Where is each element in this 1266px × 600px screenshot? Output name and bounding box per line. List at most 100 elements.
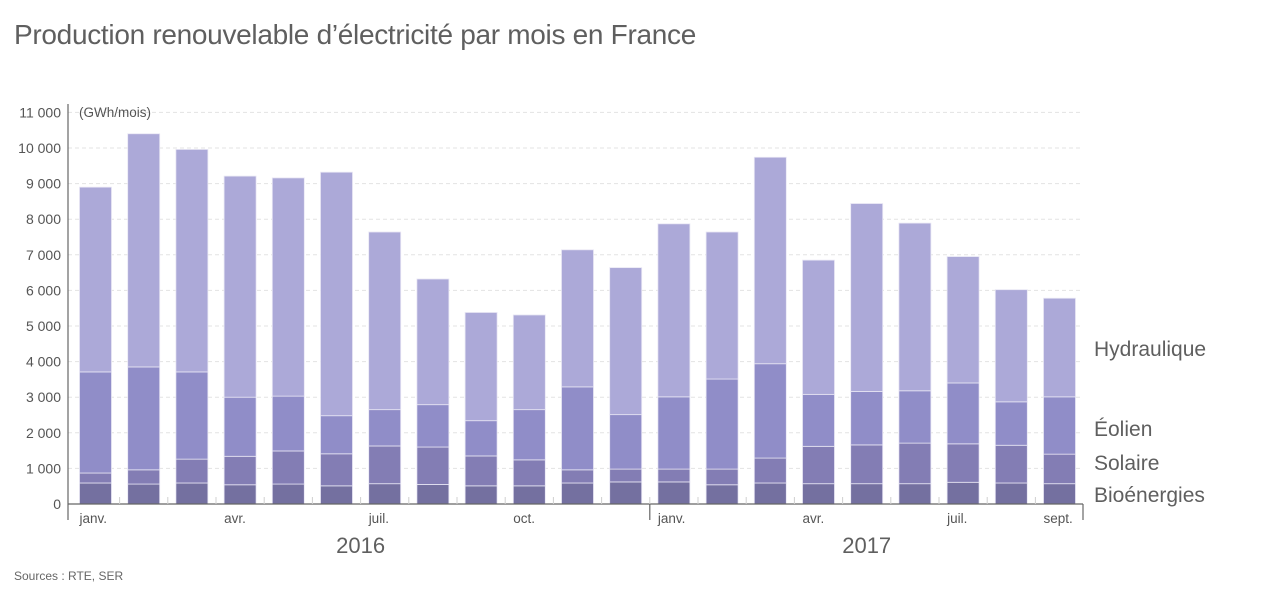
bar-hydraulique bbox=[79, 186, 112, 373]
bar-eolien bbox=[1043, 396, 1076, 455]
bar-solaire bbox=[753, 457, 787, 484]
bar-eolien bbox=[223, 396, 257, 457]
bar-solaire bbox=[850, 444, 884, 485]
bar-bioenergies bbox=[223, 484, 257, 505]
bar-solaire bbox=[127, 469, 161, 485]
legend: Hydraulique Éolien Solaire Bioénergies bbox=[1094, 338, 1206, 507]
bar-bioenergies bbox=[271, 483, 305, 505]
x-tick-label: avr. bbox=[803, 511, 825, 526]
y-tick-label: 8 000 bbox=[26, 211, 61, 227]
bar-stack bbox=[416, 278, 450, 505]
bar-stack bbox=[657, 223, 691, 505]
bar-solaire bbox=[464, 455, 498, 487]
y-tick-label: 6 000 bbox=[26, 282, 61, 298]
bar-hydraulique bbox=[368, 231, 402, 411]
bar-bioenergies bbox=[464, 485, 498, 505]
bar-solaire bbox=[175, 458, 209, 484]
bar-hydraulique bbox=[898, 222, 932, 392]
bar-stack bbox=[223, 175, 257, 505]
bar-eolien bbox=[994, 401, 1028, 446]
bar-hydraulique bbox=[609, 267, 643, 416]
bar-bioenergies bbox=[1043, 483, 1076, 505]
year-label: 2017 bbox=[842, 533, 891, 558]
bar-bioenergies bbox=[561, 482, 594, 505]
x-tick-label: janv. bbox=[79, 511, 108, 526]
bar-eolien bbox=[79, 371, 112, 474]
bar-hydraulique bbox=[946, 256, 980, 384]
y-tick-label: 11 000 bbox=[19, 104, 61, 120]
bar-solaire bbox=[368, 445, 402, 485]
y-tick-label: 1 000 bbox=[26, 460, 61, 476]
bar-eolien bbox=[753, 363, 787, 459]
bar-hydraulique bbox=[464, 312, 498, 422]
x-tick-labels: janv. avr. juil. oct. janv. avr. juil. sept. bbox=[79, 511, 1073, 526]
bar-solaire bbox=[416, 446, 450, 485]
bar-eolien bbox=[127, 366, 161, 471]
y-tick-label: 9 000 bbox=[26, 176, 61, 192]
bar-stack bbox=[705, 231, 739, 505]
bar-hydraulique bbox=[705, 231, 739, 380]
bar-stack bbox=[753, 156, 787, 505]
bar-hydraulique bbox=[994, 289, 1028, 403]
bar-hydraulique bbox=[850, 203, 884, 392]
bar-hydraulique bbox=[657, 223, 691, 398]
chart-title: Production renouvelable d’électricité pa… bbox=[14, 19, 697, 50]
bar-bioenergies bbox=[320, 485, 353, 505]
bar-hydraulique bbox=[561, 249, 594, 388]
bar-stack bbox=[994, 289, 1028, 505]
bar-stack bbox=[368, 231, 402, 505]
axes bbox=[67, 104, 1084, 520]
bar-solaire bbox=[320, 453, 353, 487]
x-tick-label: sept. bbox=[1044, 511, 1073, 526]
bar-stack bbox=[946, 256, 980, 505]
bar-solaire bbox=[802, 445, 835, 485]
bar-eolien bbox=[705, 378, 739, 470]
bar-solaire bbox=[946, 443, 980, 483]
y-tick-label: 7 000 bbox=[26, 247, 61, 263]
bar-eolien bbox=[368, 409, 402, 447]
bar-eolien bbox=[657, 396, 691, 470]
bar-eolien bbox=[320, 415, 353, 455]
bar-stack bbox=[609, 267, 643, 505]
bar-solaire bbox=[609, 468, 643, 483]
x-tick-label: juil. bbox=[368, 511, 389, 526]
x-tick-label: avr. bbox=[224, 511, 246, 526]
bar-bioenergies bbox=[416, 484, 450, 505]
bar-hydraulique bbox=[1043, 297, 1076, 398]
legend-item: Éolien bbox=[1094, 418, 1152, 441]
bar-solaire bbox=[512, 459, 546, 487]
bar-solaire bbox=[994, 444, 1028, 484]
bar-bioenergies bbox=[175, 482, 209, 505]
bar-eolien bbox=[271, 395, 305, 452]
bar-solaire bbox=[561, 469, 594, 484]
legend-item: Solaire bbox=[1094, 452, 1159, 475]
bar-stack bbox=[175, 149, 209, 505]
bar-bioenergies bbox=[850, 483, 884, 505]
bar-bioenergies bbox=[79, 482, 112, 505]
bar-stack bbox=[79, 186, 112, 505]
bar-solaire bbox=[705, 468, 739, 486]
y-tick-label: 5 000 bbox=[26, 318, 61, 334]
bar-eolien bbox=[175, 371, 209, 460]
source-note: Sources : RTE, SER bbox=[14, 569, 124, 583]
bar-eolien bbox=[802, 393, 835, 447]
bar-stack bbox=[850, 203, 884, 505]
bars bbox=[79, 133, 1076, 505]
bar-bioenergies bbox=[802, 483, 835, 505]
bar-hydraulique bbox=[127, 133, 161, 368]
bar-stack bbox=[1043, 297, 1076, 505]
year-labels: 2016 2017 bbox=[336, 533, 891, 558]
bar-stack bbox=[561, 249, 594, 505]
bar-stack bbox=[127, 133, 161, 505]
y-tick-label: 4 000 bbox=[26, 354, 61, 370]
bar-bioenergies bbox=[657, 481, 691, 505]
bar-hydraulique bbox=[802, 259, 835, 395]
bar-hydraulique bbox=[416, 278, 450, 406]
bar-eolien bbox=[946, 382, 980, 445]
x-tick-label: janv. bbox=[657, 511, 686, 526]
bar-bioenergies bbox=[898, 483, 932, 505]
bar-eolien bbox=[464, 420, 498, 457]
bar-eolien bbox=[416, 404, 450, 448]
bar-bioenergies bbox=[753, 482, 787, 505]
bar-eolien bbox=[609, 414, 643, 470]
